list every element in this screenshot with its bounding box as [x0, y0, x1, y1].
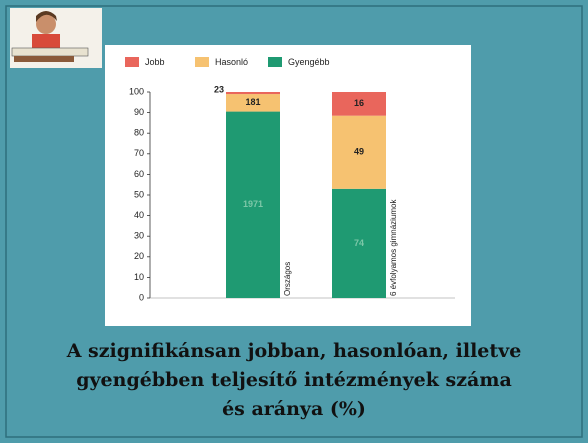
category-label: Országos [283, 262, 292, 296]
legend-swatch [125, 57, 139, 67]
bar-count-label: 181 [245, 97, 260, 107]
y-tick-label: 60 [134, 169, 144, 179]
legend-label: Jobb [145, 57, 165, 67]
slide-title-line: A szignifikánsan jobban, hasonlóan, ille… [66, 340, 522, 362]
reading-child-picture [10, 8, 102, 68]
bar-count-label: 23 [214, 84, 224, 94]
y-tick-label: 30 [134, 231, 144, 241]
legend-label: Gyengébb [288, 57, 330, 67]
bar-count-label: 16 [354, 98, 364, 108]
y-tick-label: 70 [134, 148, 144, 158]
y-tick-label: 10 [134, 272, 144, 282]
slide-title-line: gyengébben teljesítő intézmények száma [76, 369, 512, 391]
bar-segment [226, 92, 280, 94]
legend-swatch [268, 57, 282, 67]
y-tick-label: 50 [134, 189, 144, 199]
legend-swatch [195, 57, 209, 67]
slide-title-line: és aránya (%) [222, 398, 366, 420]
y-tick-label: 80 [134, 128, 144, 138]
bar-count-label: 74 [354, 238, 364, 248]
category-label: 6 évfolyamos gimnáziumok [389, 199, 398, 296]
y-tick-label: 20 [134, 251, 144, 261]
page: {"chart_data": {"type": "stacked_bar", "… [0, 0, 588, 443]
y-tick-label: 100 [129, 86, 144, 96]
y-tick-label: 90 [134, 107, 144, 117]
bar-count-label: 1971 [243, 199, 263, 209]
y-tick-label: 40 [134, 210, 144, 220]
bar-count-label: 49 [354, 147, 364, 157]
y-tick-label: 0 [139, 292, 144, 302]
slide: 0 10 20 30 40 50 60 70 80 90 100 Jobb Hasonló Gyengéb… [0, 0, 588, 443]
legend-label: Hasonló [215, 57, 248, 67]
